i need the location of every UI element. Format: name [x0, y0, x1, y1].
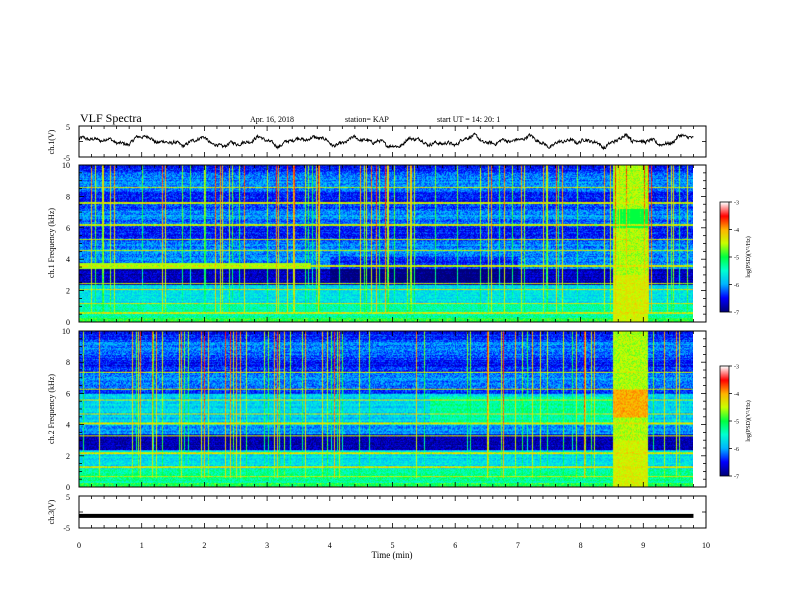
ch1-ytick-neg5: -5 — [63, 154, 70, 163]
ch2-spectrogram-ytick-label: 4 — [66, 421, 70, 430]
ch1-spectrogram-ylabel: ch.1 Frequency (kHz) — [47, 208, 56, 278]
ch3-waveform-ylabel: ch.3(V) — [47, 499, 56, 524]
colorbar-ch2-tick-label: -4 — [734, 392, 739, 398]
x-tick-label: 2 — [202, 541, 206, 550]
x-tick-label: 0 — [77, 541, 81, 550]
ch3-ytick-neg5: -5 — [63, 524, 70, 533]
colorbar-ch2-tick-label: -5 — [734, 420, 739, 426]
ch1-spectrogram-ytick-label: 10 — [62, 161, 70, 170]
colorbar-ch2-tick-label: -7 — [734, 475, 739, 481]
colorbar-ch2: -3 -4 -5 -6 -7 log(PSD)(V²/Hz) — [719, 365, 752, 481]
figure-title: VLF Spectra — [80, 111, 142, 125]
colorbar-ch2-label: log(PSD)(V²/Hz) — [745, 400, 752, 441]
x-tick-label: 6 — [453, 541, 457, 550]
panel-ch2-spectrogram: 0 2 4 6 8 10 ch.2 Frequency (kHz) — [47, 327, 707, 492]
panel-ch1-spectrogram: 0 2 4 6 8 10 ch.1 Frequency (kHz) — [47, 161, 707, 327]
colorbar-ch1-tick-label: -4 — [734, 228, 739, 234]
ch2-spectrogram-ytick-label: 6 — [66, 389, 70, 398]
x-tick-label: 8 — [579, 541, 583, 550]
figure-start-time: start UT = 14: 20: 1 — [437, 115, 500, 124]
colorbar-ch1-tick-label: -3 — [734, 201, 739, 207]
x-tick-label: 7 — [516, 541, 520, 550]
ch2-spectrogram-ytick-label: 2 — [66, 452, 70, 461]
colorbar-ch1-label: log(PSD)(V²/Hz) — [745, 236, 752, 277]
ch1-waveform-ylabel: ch.1(V) — [47, 129, 56, 154]
ch2-spectrogram-ytick-label: 0 — [66, 483, 70, 492]
figure-date: Apr. 16, 2018 — [250, 115, 294, 124]
ch1-spectrogram-ytick-label: 4 — [66, 255, 70, 264]
ch3-ytick-5: 5 — [66, 493, 70, 502]
x-tick-label: 10 — [702, 541, 710, 550]
ch1-ytick-5: 5 — [66, 123, 70, 132]
x-tick-label: 9 — [641, 541, 645, 550]
x-tick-label: 4 — [328, 541, 332, 550]
x-tick-label: 1 — [140, 541, 144, 550]
x-tick-label: 5 — [391, 541, 395, 550]
ch2-spectrogram-ytick-label: 10 — [62, 327, 70, 336]
ch1-spectrogram-ytick-label: 0 — [66, 318, 70, 327]
panel-ch1-waveform: ch.1(V) 5 -5 — [47, 123, 707, 163]
colorbar-ch1-tick-label: -6 — [734, 283, 739, 289]
ch2-spectrogram-ylabel: ch.2 Frequency (kHz) — [47, 374, 56, 444]
ch1-spectrogram-ytick-label: 2 — [66, 287, 70, 296]
figure-station: station= KAP — [345, 115, 389, 124]
panel-ch3-waveform: ch.3(V) 5 -5 0 1 2 3 4 5 6 7 8 9 10 Time (min) — [47, 493, 710, 560]
ch1-spectrogram-ytick-label: 8 — [66, 192, 70, 201]
ch1-waveform-trace — [78, 132, 694, 151]
colorbar-ch1-gradient — [720, 202, 729, 312]
ch2-spectrogram-ytick-label: 8 — [66, 358, 70, 367]
colorbar-ch1: -3 -4 -5 -6 -7 log(PSD)(V²/Hz) — [719, 201, 752, 317]
colorbar-ch1-tick-label: -7 — [734, 311, 739, 317]
colorbar-ch2-tick-label: -3 — [734, 365, 739, 371]
x-tick-label: 3 — [265, 541, 269, 550]
ch2-spectrogram-image — [79, 331, 693, 487]
x-axis-label: Time (min) — [372, 550, 413, 560]
colorbar-ch2-tick-label: -6 — [734, 447, 739, 453]
colorbar-ch1-tick-label: -5 — [734, 256, 739, 262]
ch1-spectrogram-image — [79, 165, 693, 322]
colorbar-ch2-gradient — [720, 366, 729, 476]
ch1-spectrogram-ytick-label: 6 — [66, 224, 70, 233]
